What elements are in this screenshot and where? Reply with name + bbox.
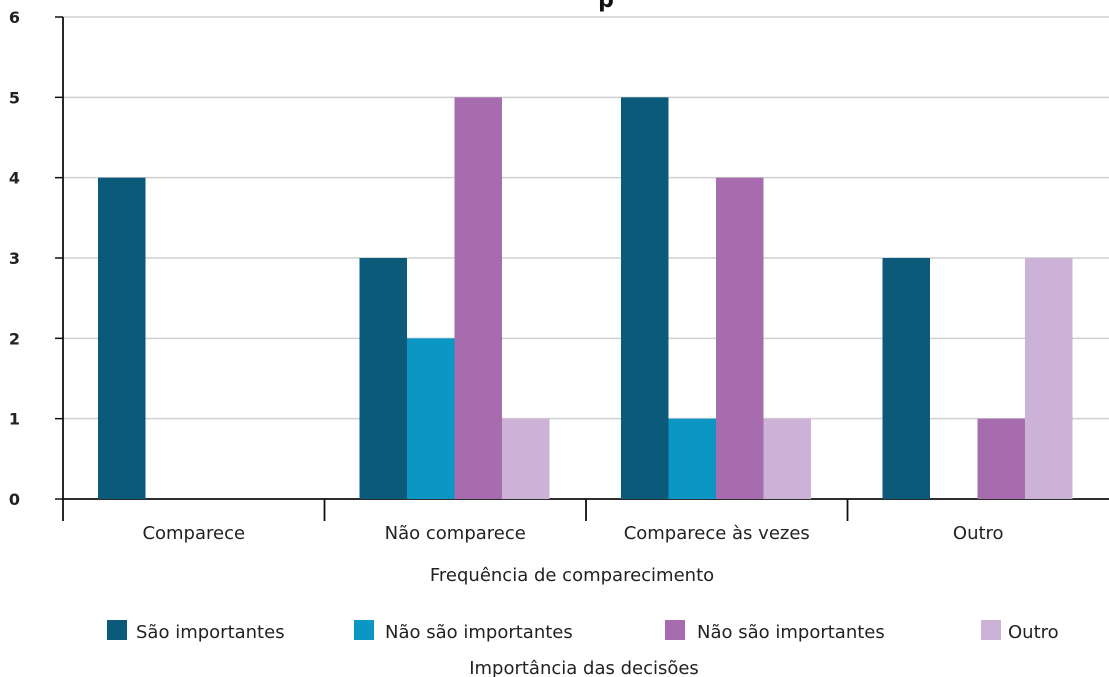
legend-swatch xyxy=(354,620,374,640)
bar xyxy=(502,418,550,499)
y-tick-label: 5 xyxy=(9,88,20,107)
bar xyxy=(882,258,930,499)
legend-label: São importantes xyxy=(136,622,285,643)
legend-swatch xyxy=(107,620,127,640)
bars-layer xyxy=(98,97,1073,499)
legend-label: Não são importantes xyxy=(697,622,885,643)
legend-title: Importância das decisões xyxy=(469,658,699,677)
axes-layer xyxy=(55,16,1109,521)
bar xyxy=(454,97,502,499)
y-tick-label: 3 xyxy=(9,249,20,268)
labels-layer: 0 1 2 3 4 5 6 Comparece Não comparece Comparece à… xyxy=(9,0,1004,586)
y-tick-label: 2 xyxy=(9,329,20,348)
legend: São importantes Não são importantes Não sã… xyxy=(107,620,1059,677)
bar xyxy=(977,418,1025,499)
x-category-label: Outro xyxy=(953,523,1004,544)
legend-label: Outro xyxy=(1008,622,1059,643)
y-tick-label: 0 xyxy=(9,490,20,509)
x-category-label: Comparece xyxy=(142,523,245,544)
bar xyxy=(716,177,764,499)
legend-swatch xyxy=(981,620,1001,640)
bar xyxy=(98,177,146,499)
y-tick-label: 4 xyxy=(9,169,20,188)
bar xyxy=(407,338,455,499)
x-category-label: Não comparece xyxy=(385,523,526,544)
y-tick-label: 1 xyxy=(9,410,20,429)
y-tick-label: 6 xyxy=(9,8,20,27)
bar xyxy=(359,258,407,499)
x-category-label: Comparece às vezes xyxy=(624,523,810,544)
x-axis-label: Frequência de comparecimento xyxy=(430,565,714,586)
legend-label: Não são importantes xyxy=(385,622,573,643)
bar xyxy=(621,97,669,499)
grid-layer xyxy=(63,16,1109,420)
bar xyxy=(763,418,811,499)
bar xyxy=(668,418,716,499)
chart-title-fragment: p xyxy=(598,0,614,13)
legend-swatch xyxy=(665,620,685,640)
bar xyxy=(1025,258,1073,499)
